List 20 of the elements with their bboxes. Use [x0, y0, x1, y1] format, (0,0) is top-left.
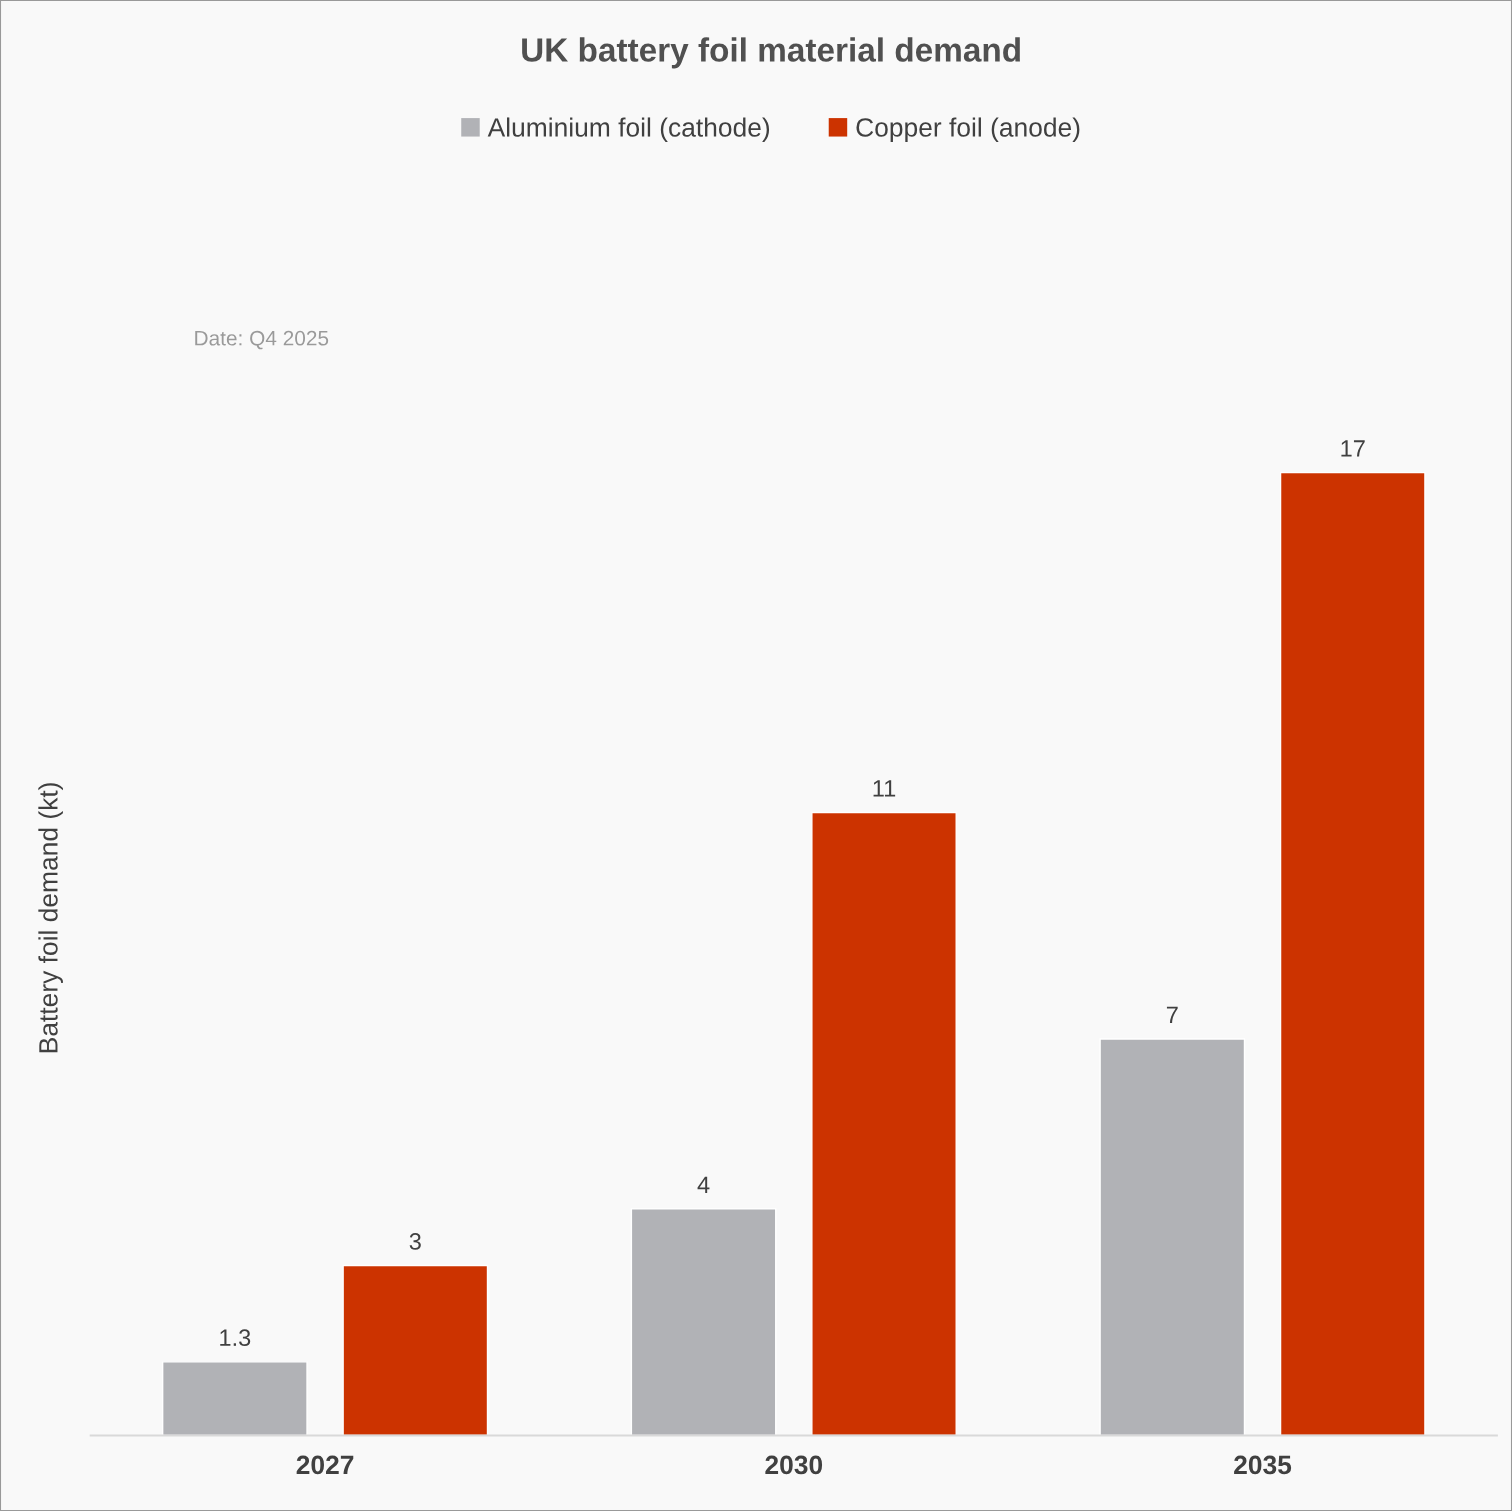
x-tick-label: 2030 [765, 1455, 823, 1475]
data-label: 4 [697, 1176, 710, 1193]
bar [630, 1208, 777, 1436]
bar [342, 1264, 489, 1436]
chart-title: UK battery foil material demand [522, 37, 1020, 69]
data-label: 7 [1166, 1006, 1178, 1023]
x-tick-label: 2027 [296, 1455, 354, 1475]
bar [1279, 471, 1426, 1436]
legend-label: Aluminium foil (cathode) [487, 117, 770, 143]
data-label: 3 [409, 1233, 421, 1250]
bar [811, 811, 957, 1436]
x-tick-label: 2035 [1234, 1455, 1292, 1475]
data-label: 1.3 [220, 1329, 251, 1347]
text: Date: Q4 2025 [195, 330, 329, 350]
legend-label: Copper foil (anode) [856, 117, 1080, 143]
data-label: 11 [873, 780, 896, 797]
bar [1099, 1038, 1246, 1436]
bar [161, 1361, 308, 1436]
y-axis-title: Battery foil demand (kt) [38, 783, 63, 1053]
data-label: 17 [1341, 440, 1365, 457]
